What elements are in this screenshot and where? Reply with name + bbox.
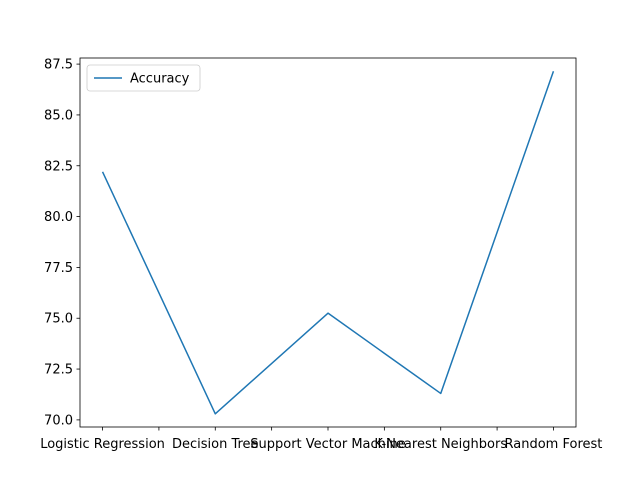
- y-tick-label: 75.0: [44, 312, 73, 327]
- y-tick-label: 85.0: [44, 108, 73, 123]
- legend-label: Accuracy: [130, 72, 190, 87]
- plot-frame: [79, 57, 577, 428]
- legend-box: [86, 64, 201, 92]
- x-tick-label: Random Forest: [505, 437, 603, 452]
- legend: Accuracy: [86, 64, 201, 92]
- series-line-accuracy: [101, 70, 555, 415]
- y-tick-label: 70.0: [44, 413, 73, 428]
- series-layer: [101, 70, 555, 415]
- x-tick-label: Logistic Regression: [40, 437, 165, 452]
- x-tick-label: K-Nearest Neighbors: [374, 437, 507, 452]
- y-tick-label: 80.0: [44, 210, 73, 225]
- y-tick-label: 87.5: [44, 58, 73, 73]
- y-tick-label: 77.5: [44, 261, 73, 276]
- y-axis: 70.0 72.5 75.0 77.5 80.0 82.5 85.0 87.5: [44, 58, 80, 428]
- y-tick-label: 72.5: [44, 363, 73, 378]
- x-tick-label: Decision Tree: [172, 437, 259, 452]
- x-axis: Logistic Regression Decision TreeSupport …: [40, 427, 602, 452]
- y-tick-label: 82.5: [44, 159, 73, 174]
- plot-area: [79, 57, 577, 428]
- x-tick-label: Support Vector Machine: [250, 437, 406, 452]
